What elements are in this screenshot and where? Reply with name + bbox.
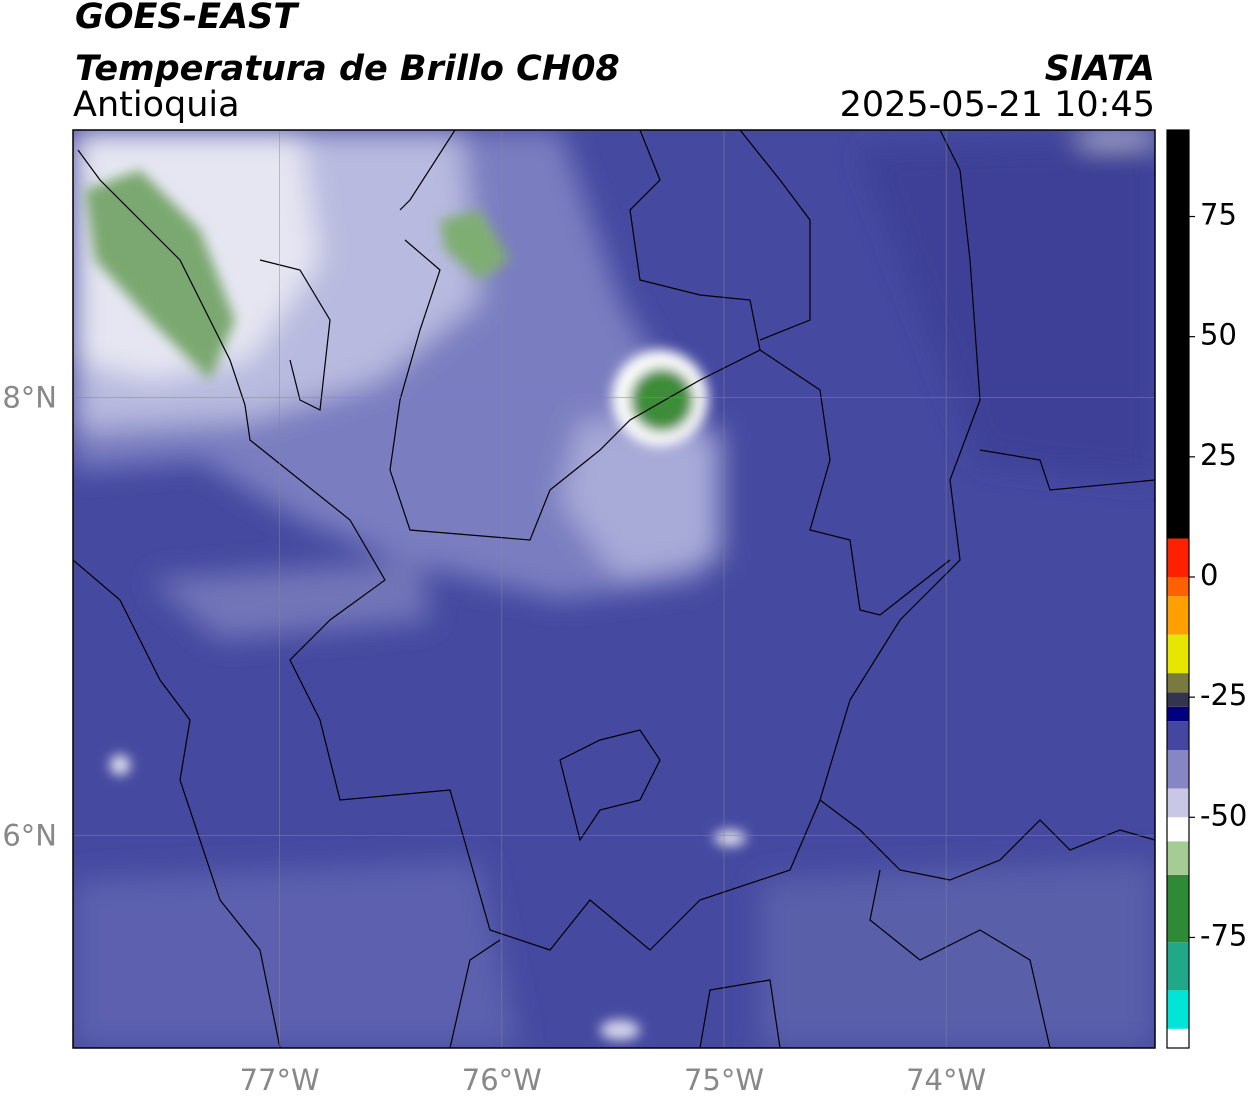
subtitle: Temperatura de Brillo CH08 [75, 49, 620, 89]
colorbar-segment [1167, 1028, 1189, 1048]
region: Antioquia [73, 85, 240, 125]
agency: SIATA [1045, 49, 1155, 89]
colorbar-segment [1167, 750, 1189, 789]
x-tick-label: 76°W [462, 1063, 542, 1097]
colorbar-segment [1167, 596, 1189, 635]
y-tick-label: 6°N [2, 818, 57, 852]
colorbar-tick-label: -50 [1200, 798, 1247, 832]
colorbar-segment [1167, 576, 1189, 597]
satellite-image [73, 130, 1155, 1048]
colorbar-tick-label: -25 [1200, 678, 1247, 712]
colorbar-segment [1167, 634, 1189, 674]
x-tick-label: 77°W [240, 1063, 320, 1097]
datetime: 2025-05-21 10:45 [840, 85, 1155, 125]
colorbar-segment [1167, 817, 1189, 842]
x-tick-label: 74°W [906, 1063, 986, 1097]
colorbar-segment [1167, 721, 1189, 751]
colorbar-segment [1167, 692, 1189, 707]
colorbar-tick-label: -75 [1200, 918, 1247, 952]
colorbar-frame [1166, 129, 1190, 1049]
colorbar-tick-label: 25 [1200, 438, 1237, 472]
colorbar-segment [1167, 841, 1189, 875]
colorbar-tick-label: 50 [1200, 318, 1237, 352]
colorbar-segment [1167, 706, 1189, 722]
colorbar-segment [1167, 673, 1189, 693]
title: GOES-EAST [75, 0, 300, 37]
colorbar-segment [1167, 874, 1189, 943]
colorbar-tick-label: 0 [1200, 558, 1218, 592]
y-tick-label: 8°N [2, 380, 57, 414]
colorbar-segment [1167, 130, 1189, 539]
colorbar-tick-label: 75 [1200, 198, 1237, 232]
colorbar-segment [1167, 538, 1189, 577]
colorbar-segment [1167, 990, 1189, 1029]
map-frame [72, 129, 1156, 1049]
colorbar-segment [1167, 942, 1189, 991]
x-tick-label: 75°W [684, 1063, 764, 1097]
colorbar-segment [1167, 788, 1189, 818]
